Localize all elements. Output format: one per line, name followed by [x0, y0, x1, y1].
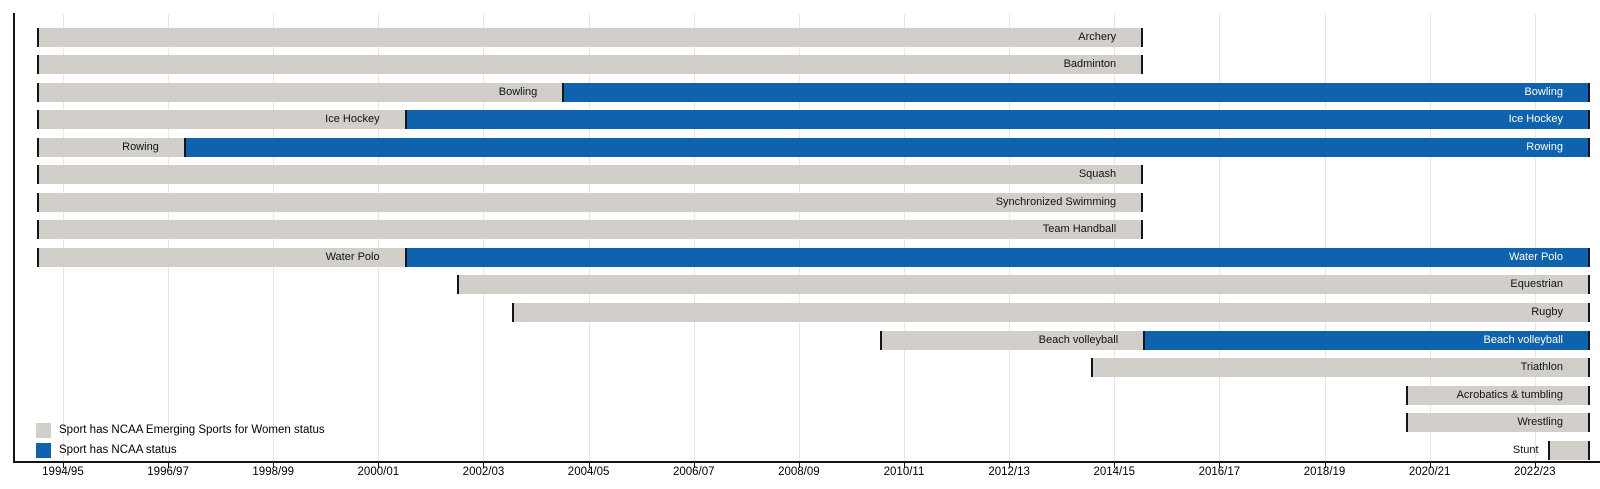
bar-segment-esw: Badminton: [36, 55, 1144, 75]
bar-label: Ice Hockey: [1508, 113, 1563, 126]
bar-segment-esw: Rugby: [512, 303, 1590, 322]
axis-tick-label: 2008/09: [778, 466, 820, 478]
x-axis-line: [13, 461, 1600, 463]
axis-tick-label: 2018/19: [1303, 466, 1346, 478]
axis-tick-label: 1996/97: [147, 466, 189, 478]
axis-tick-mark: [693, 463, 695, 468]
axis-tick-label: 2006/07: [672, 466, 715, 478]
legend-label-esw: Sport has NCAA Emerging Sports for Women…: [59, 424, 325, 436]
axis-tick-mark: [798, 463, 800, 468]
legend-label-ncaa: Sport has NCAA status: [59, 444, 177, 456]
axis-tick-mark: [1534, 463, 1536, 468]
bar-label: Team Handball: [1042, 223, 1117, 236]
axis-tick-mark: [273, 463, 275, 468]
bar-label: Acrobatics & tumbling: [1456, 388, 1563, 401]
axis-tick-mark: [483, 463, 485, 468]
bar-label: Rowing: [1526, 140, 1563, 153]
bar-segment-esw: Synchronized Swimming: [36, 192, 1144, 212]
y-axis-line: [13, 13, 15, 463]
bar-label: Beach volleyball: [1483, 333, 1563, 346]
bar-label: Triathlon: [1520, 361, 1563, 374]
grid-line: [1324, 14, 1326, 462]
bar-segment-esw: [1547, 440, 1590, 460]
axis-tick-mark: [1114, 463, 1116, 468]
legend-swatch-ncaa-icon: [36, 442, 51, 458]
bar-segment-ncaa: Bowling: [562, 82, 1590, 102]
bar-segment-esw: Ice Hockey: [36, 110, 405, 130]
bar-segment-esw: Team Handball: [36, 220, 1144, 240]
axis-tick-label: 2012/13: [988, 466, 1030, 478]
bar-segment-esw: Archery: [36, 27, 1144, 47]
legend: Sport has NCAA Emerging Sports for Women…: [36, 420, 325, 460]
axis-tick-label: 2020/21: [1408, 466, 1451, 478]
bar-label: Squash: [1078, 168, 1117, 181]
bar-segment-esw: Triathlon: [1090, 358, 1590, 378]
axis-tick-label: 1998/99: [252, 466, 294, 478]
axis-tick-mark: [1009, 463, 1011, 468]
axis-tick-mark: [1324, 463, 1326, 468]
grid-line: [1534, 14, 1536, 462]
axis-tick-mark: [904, 463, 905, 468]
bar-label: Rugby: [1531, 306, 1563, 318]
bar-segment-esw: Rowing: [36, 137, 184, 157]
bar-segment-esw: Equestrian: [457, 275, 1590, 295]
bar-segment-esw: Squash: [36, 165, 1144, 185]
bar-segment-esw: Beach volleyball: [880, 330, 1144, 350]
bar-segment-esw: Wrestling: [1406, 413, 1590, 433]
bar-label: Water Polo: [325, 250, 380, 263]
legend-swatch-esw-icon: [36, 422, 51, 438]
legend-item-esw: Sport has NCAA Emerging Sports for Women…: [36, 420, 325, 440]
bar-segment-esw: Bowling: [36, 82, 563, 102]
axis-tick-label: 2002/03: [462, 466, 505, 478]
bar-label: Rowing: [122, 140, 159, 153]
axis-tick-label: 2016/17: [1198, 466, 1241, 478]
axis-tick-mark: [168, 463, 170, 468]
axis-tick-mark: [62, 463, 64, 468]
axis-tick-mark: [1429, 463, 1431, 468]
grid-line: [1429, 14, 1431, 462]
axis-tick-label: 2014/15: [1093, 466, 1136, 478]
bar-label: Wrestling: [1517, 416, 1563, 429]
axis-tick-mark: [378, 463, 380, 468]
axis-tick-label: 1994/95: [42, 466, 84, 478]
axis-tick-label: 2004/05: [567, 466, 610, 478]
bar-label: Synchronized Swimming: [995, 195, 1117, 208]
bar-segment-ncaa: Ice Hockey: [404, 110, 1590, 130]
bar-label: Badminton: [1063, 58, 1117, 71]
bar-segment-ncaa: Rowing: [183, 137, 1590, 157]
bar-label: Ice Hockey: [325, 113, 380, 126]
axis-tick-label: 2000/01: [357, 466, 400, 478]
bar-label: Bowling: [1524, 85, 1563, 98]
bar-label: Archery: [1078, 30, 1117, 43]
bar-segment-ncaa: Water Polo: [404, 247, 1590, 267]
bar-label: Equestrian: [1510, 278, 1563, 291]
axis-tick-label: 2022/23: [1514, 466, 1556, 478]
bar-label: Water Polo: [1508, 250, 1563, 263]
bar-segment-ncaa: Beach volleyball: [1143, 330, 1590, 350]
legend-item-ncaa: Sport has NCAA status: [36, 440, 325, 460]
axis-tick-label: 2010/11: [883, 466, 925, 478]
bar-segment-esw: Acrobatics & tumbling: [1406, 385, 1590, 405]
bar-label: Bowling: [498, 85, 538, 98]
axis-tick-mark: [1219, 463, 1221, 468]
bar-label: Stunt: [1512, 443, 1539, 456]
bar-label: Beach volleyball: [1038, 333, 1119, 346]
bar-segment-esw: Water Polo: [36, 247, 405, 267]
axis-tick-mark: [588, 463, 590, 468]
grid-line: [1219, 14, 1221, 462]
